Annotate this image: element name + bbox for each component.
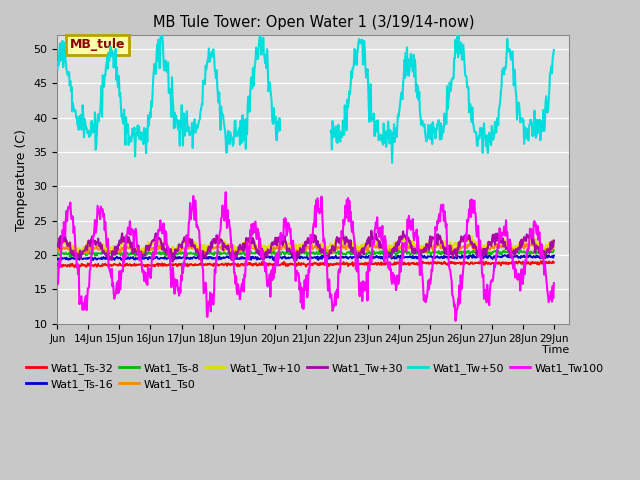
Title: MB Tule Tower: Open Water 1 (3/19/14-now): MB Tule Tower: Open Water 1 (3/19/14-now… [153,15,474,30]
Legend: Wat1_Ts-32, Wat1_Ts-16, Wat1_Ts-8, Wat1_Ts0, Wat1_Tw+10, Wat1_Tw+30, Wat1_Tw+50,: Wat1_Ts-32, Wat1_Ts-16, Wat1_Ts-8, Wat1_… [22,358,608,395]
Y-axis label: Temperature (C): Temperature (C) [15,129,28,230]
Text: MB_tule: MB_tule [70,38,125,51]
Text: Time: Time [542,346,570,356]
